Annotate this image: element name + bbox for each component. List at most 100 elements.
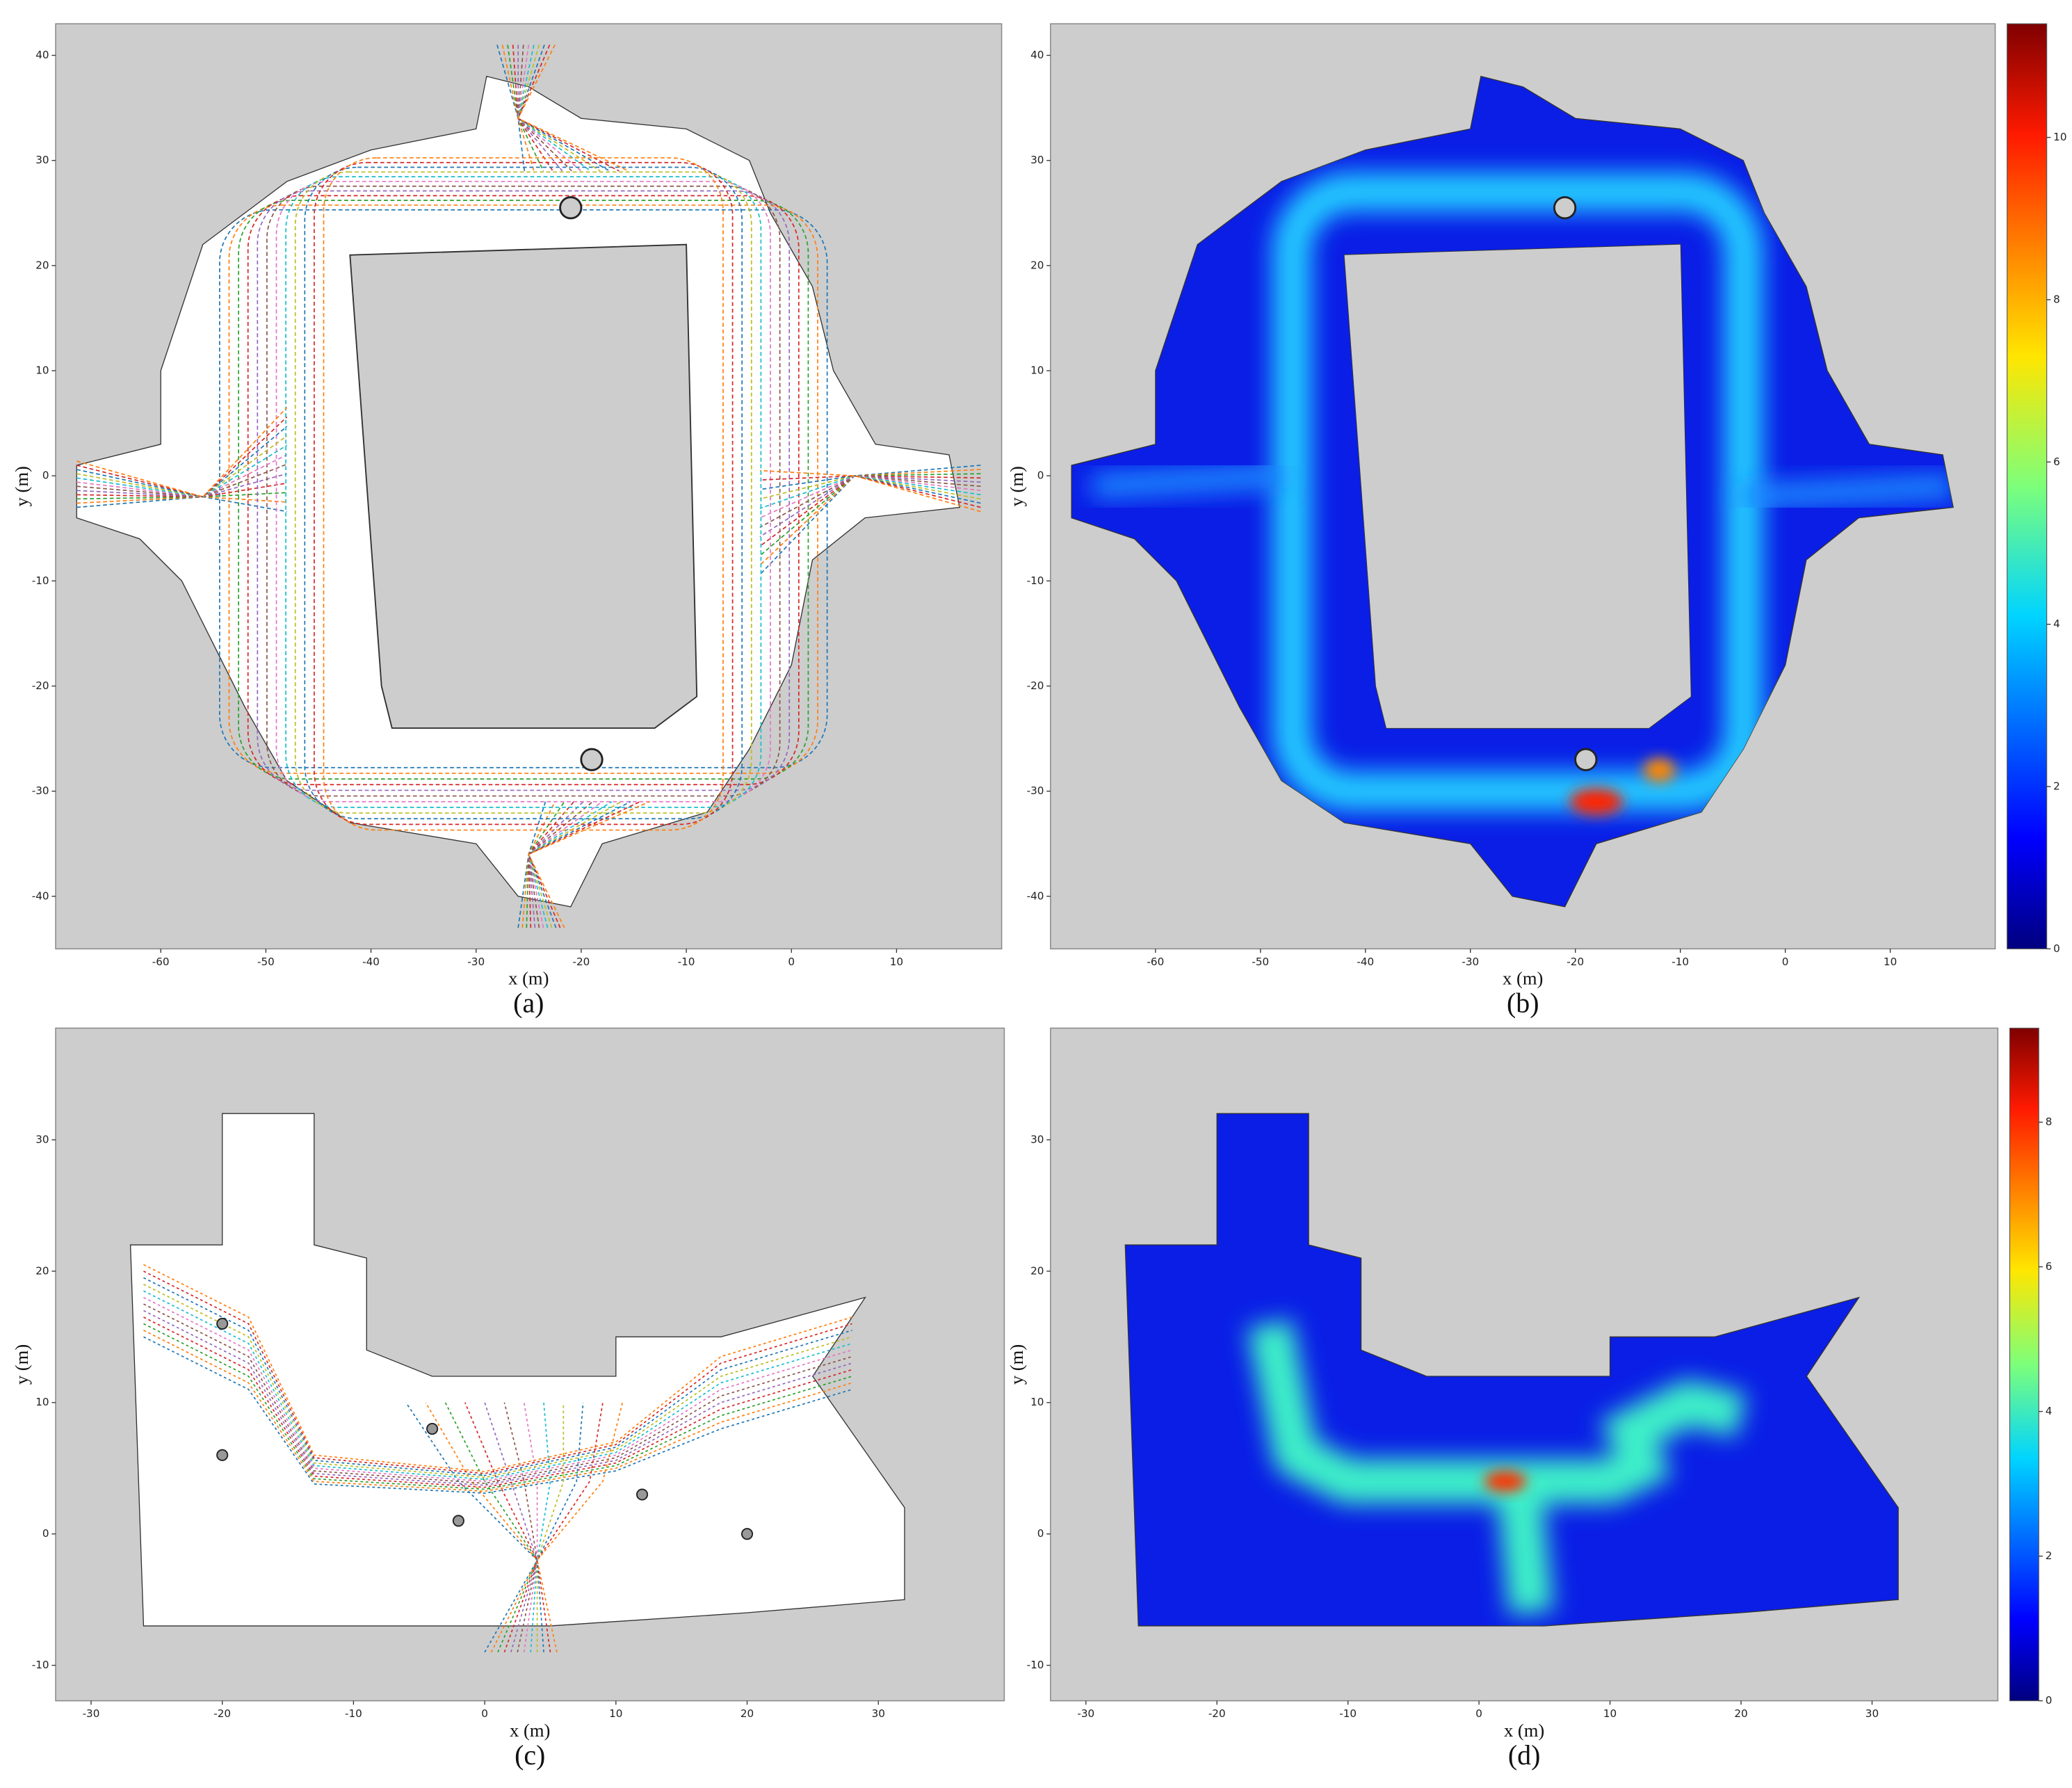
map-courtyard	[1344, 244, 1691, 728]
x-axis-label: x (m)	[510, 1720, 550, 1741]
trajectory	[528, 800, 622, 928]
x-tick-label: -40	[1357, 956, 1374, 968]
heat	[1247, 1319, 1747, 1616]
caption: (b)	[1507, 988, 1539, 1019]
trajectory	[536, 1402, 604, 1652]
heat-band	[1092, 464, 1954, 509]
x-tick-label: 10	[609, 1707, 622, 1720]
pillar	[559, 196, 583, 220]
x-tick-label: 10	[1884, 956, 1897, 968]
x-tick-label: -30	[1077, 1707, 1094, 1720]
heat	[1092, 172, 1954, 815]
y-tick-label: -30	[1027, 784, 1044, 797]
trajectory	[247, 195, 800, 786]
map	[1124, 1113, 1899, 1627]
x-tick-label: -30	[467, 956, 485, 968]
trajectory	[143, 1296, 852, 1482]
y-axis-label: y (m)	[1006, 466, 1027, 506]
y-tick-label: -40	[32, 889, 49, 902]
colorbar-tick-label: 0	[2046, 1694, 2053, 1707]
trajectory	[238, 200, 809, 780]
colorbar-tick-label: 4	[2046, 1405, 2053, 1417]
trajectory	[528, 800, 631, 928]
y-tick-label: -20	[1027, 679, 1044, 692]
colorbar	[2007, 23, 2048, 949]
x-axis-label: x (m)	[1503, 968, 1543, 989]
trajectory	[484, 1402, 538, 1652]
map-floor	[129, 1113, 905, 1627]
pillar	[1574, 748, 1598, 771]
y-tick-label: 30	[1030, 1133, 1044, 1145]
y-tick-label: -10	[32, 574, 49, 587]
trajectory	[536, 1402, 565, 1652]
trajectory	[275, 181, 771, 803]
trajectory	[444, 1402, 538, 1653]
y-tick-label: 20	[35, 1264, 49, 1277]
caption: (a)	[513, 988, 544, 1019]
x-tick-label: -20	[213, 1707, 231, 1720]
x-tick-label: 10	[1603, 1707, 1617, 1720]
x-tick-label: -20	[1567, 956, 1584, 968]
colorbar-tick-label: 10	[2053, 131, 2066, 143]
caption: (c)	[515, 1739, 545, 1771]
x-tick-label: -20	[572, 956, 590, 968]
colorbar-tick-label: 6	[2046, 1260, 2053, 1273]
x-tick-label: -20	[1208, 1707, 1226, 1720]
trajectory	[523, 1402, 538, 1652]
trajectory	[257, 190, 791, 791]
pillar	[636, 1488, 649, 1501]
colorbar-tick-label: 6	[2053, 456, 2060, 468]
pillar	[216, 1317, 229, 1330]
colorbar-tick-label: 0	[2053, 942, 2060, 955]
trajectory	[323, 157, 724, 831]
colorbar-tick-label: 2	[2046, 1549, 2053, 1562]
trajectory	[143, 1316, 852, 1488]
y-axis-label: y (m)	[11, 1344, 32, 1385]
trajectory	[425, 1402, 538, 1653]
x-axis-label: x (m)	[508, 968, 549, 989]
heat-peak	[1643, 758, 1676, 782]
trajectory	[536, 1402, 624, 1652]
x-tick-label: -10	[1339, 1707, 1357, 1720]
x-tick-label: 10	[890, 956, 903, 968]
y-tick-label: -40	[1027, 889, 1044, 902]
trajectory	[143, 1303, 852, 1484]
trajectory	[143, 1271, 852, 1474]
y-tick-label: 10	[1030, 1396, 1044, 1408]
colorbar-tick-label: 2	[2053, 780, 2060, 792]
y-tick-label: -10	[1027, 574, 1044, 587]
trajectory	[76, 416, 288, 498]
pillar	[580, 748, 604, 771]
heat-peak	[1484, 1470, 1527, 1492]
x-tick-label: 20	[1734, 1707, 1747, 1720]
x-tick-label: -60	[1147, 956, 1164, 968]
x-tick-label: 0	[788, 956, 795, 968]
trajectory	[530, 1402, 551, 1652]
x-tick-label: 20	[740, 1707, 754, 1720]
y-tick-label: -20	[32, 679, 49, 692]
trajectory	[759, 475, 981, 504]
trajectory	[143, 1290, 852, 1481]
x-tick-label: -50	[1252, 956, 1269, 968]
pillar	[426, 1422, 439, 1435]
trajectory	[314, 161, 734, 825]
x-tick-label: 30	[1865, 1707, 1879, 1720]
y-tick-label: -10	[1027, 1659, 1044, 1671]
colorbar	[2009, 1027, 2039, 1702]
trajectory	[294, 171, 752, 814]
x-tick-label: -30	[83, 1707, 100, 1720]
x-tick-label: -50	[257, 956, 275, 968]
map-floor	[1124, 1113, 1899, 1627]
trajectory	[528, 800, 650, 928]
map	[129, 1113, 905, 1653]
trajectory	[517, 45, 610, 172]
pillar	[1553, 196, 1577, 220]
pillar	[452, 1515, 464, 1527]
trajectory	[503, 1402, 538, 1652]
y-tick-label: 30	[35, 1133, 49, 1145]
trajectory	[304, 166, 743, 820]
y-tick-label: 10	[1030, 364, 1044, 377]
trajectory	[76, 426, 288, 498]
y-tick-label: -10	[32, 1659, 49, 1671]
